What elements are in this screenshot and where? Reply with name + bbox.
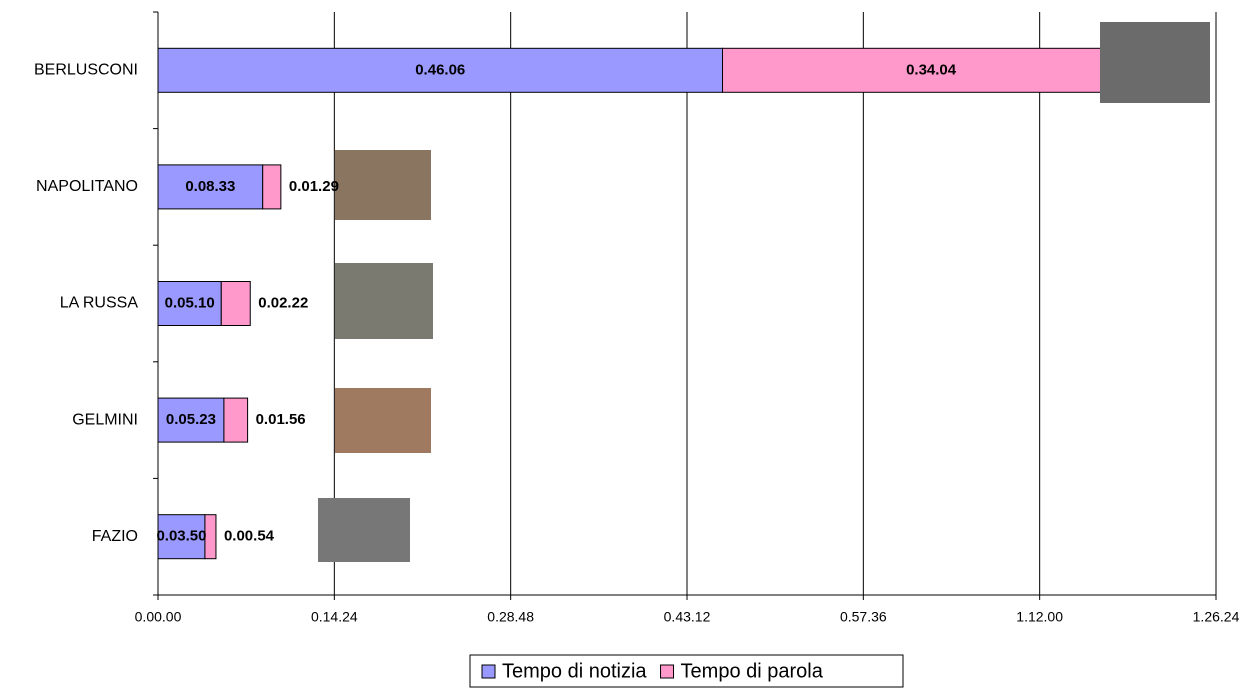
x-tick-label: 0.57.36 — [840, 609, 887, 625]
y-tick-label: GELMINI — [72, 411, 138, 428]
photos — [318, 22, 1210, 562]
y-tick-label: FAZIO — [92, 528, 138, 545]
y-tick-label: NAPOLITANO — [36, 178, 138, 195]
bar — [262, 164, 282, 210]
photo — [335, 150, 431, 220]
x-tick-label: 0.43.12 — [664, 609, 711, 625]
data-label: 0.08.33 — [185, 178, 235, 195]
x-tick-label: 1.12.00 — [1016, 609, 1063, 625]
data-label: 0.34.04 — [906, 61, 957, 78]
bar — [722, 47, 1141, 93]
data-label: 0.01.56 — [256, 411, 306, 428]
data-label: 0.00.54 — [224, 528, 275, 545]
legend-box — [469, 654, 904, 688]
y-tick-label: LA RUSSA — [60, 295, 139, 312]
data-label: 0.01.29 — [289, 178, 339, 195]
photo — [1100, 22, 1210, 103]
legend-label: Tempo di parola — [681, 660, 824, 682]
photo — [318, 498, 410, 562]
bar — [157, 164, 264, 210]
x-tick-label: 0.28.48 — [487, 609, 534, 625]
x-tick-label: 0.14.24 — [311, 609, 358, 625]
x-tick-label: 1.26.24 — [1193, 609, 1240, 625]
bar — [157, 397, 225, 443]
x-tick-label: 0.00.00 — [135, 609, 182, 625]
data-label: 0.03.50 — [156, 528, 206, 545]
data-label: 0.05.10 — [165, 294, 215, 311]
legend-label: Tempo di notizia — [502, 660, 647, 682]
data-label: 0.05.23 — [166, 411, 216, 428]
bar — [220, 281, 251, 326]
data-label: 0.46.06 — [415, 61, 465, 78]
bar — [157, 514, 206, 560]
data-label: 0.02.22 — [258, 294, 308, 311]
y-tick-label: BERLUSCONI — [34, 62, 138, 79]
photo — [335, 263, 433, 339]
photo — [335, 388, 431, 453]
bar — [223, 397, 249, 443]
legend-swatch — [481, 664, 496, 679]
bar — [204, 514, 217, 560]
legend-swatch — [660, 664, 675, 679]
